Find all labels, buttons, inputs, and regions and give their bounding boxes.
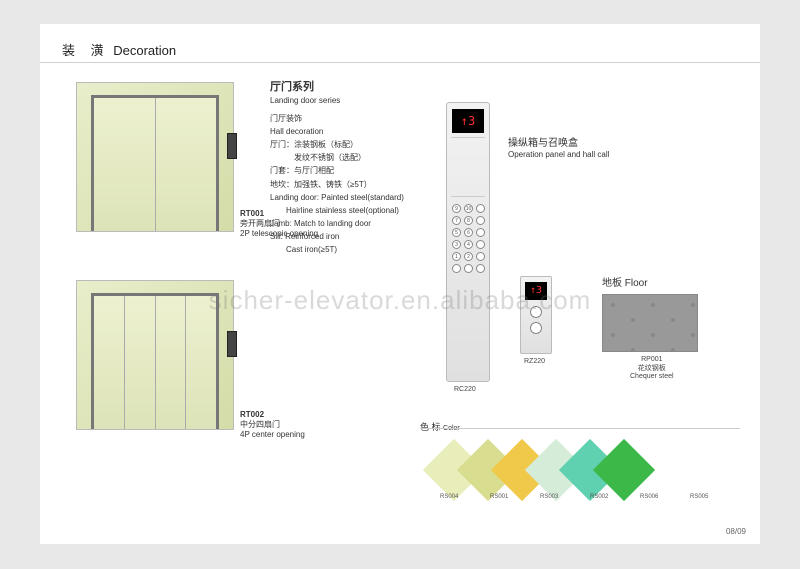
door2-code: RT002 中分四扇门 4P center opening — [240, 410, 305, 439]
swatch-code: RS001 — [490, 494, 508, 500]
floor-swatch — [602, 294, 698, 352]
title-cn: 装 潢 — [62, 43, 110, 58]
color-swatch — [593, 439, 655, 501]
swatch-code: RS003 — [540, 494, 558, 500]
floor-button[interactable] — [476, 252, 485, 261]
floor-button[interactable] — [476, 228, 485, 237]
page-title: 装 潢 Decoration — [62, 40, 176, 59]
cop-code: RC220 — [454, 386, 476, 393]
floor-button[interactable]: 5 — [452, 228, 461, 237]
door-image-2 — [76, 280, 234, 430]
hop-panel: ↑3 — [520, 276, 552, 354]
floor-button[interactable] — [476, 216, 485, 225]
cop-buttons: 91078563412 — [447, 201, 489, 279]
swatch-code: RS006 — [640, 494, 658, 500]
swatch-code: RS005 — [690, 494, 708, 500]
floor-button[interactable]: 10 — [464, 204, 473, 213]
floor-label: RP001 花纹钢板 Chequer steel — [630, 356, 674, 380]
up-button[interactable] — [530, 306, 542, 318]
down-button[interactable] — [530, 322, 542, 334]
floor-button[interactable] — [476, 264, 485, 273]
cop-display: ↑3 — [452, 109, 484, 133]
floor-button[interactable]: 6 — [464, 228, 473, 237]
floor-button[interactable]: 8 — [464, 216, 473, 225]
title-en: Decoration — [113, 43, 176, 58]
floor-button[interactable] — [476, 240, 485, 249]
hall-call-icon — [227, 331, 237, 357]
floor-title: 地板 Floor — [602, 274, 648, 289]
hall-call-icon — [227, 133, 237, 159]
page-number: 08/09 — [726, 527, 746, 536]
floor-button[interactable] — [452, 264, 461, 273]
floor-button[interactable]: 9 — [452, 204, 461, 213]
door-panels — [91, 293, 219, 429]
floor-button[interactable]: 3 — [452, 240, 461, 249]
hop-display: ↑3 — [525, 282, 547, 300]
door-panels — [91, 95, 219, 231]
op-title: 操纵箱与召唤盒 Operation panel and hall call — [508, 134, 609, 160]
swatch-code: RS002 — [590, 494, 608, 500]
floor-button[interactable]: 1 — [452, 252, 461, 261]
floor-button[interactable] — [464, 264, 473, 273]
color-title: 色 标 Color — [420, 420, 460, 433]
floor-button[interactable]: 2 — [464, 252, 473, 261]
swatch-code: RS004 — [440, 494, 458, 500]
door-image-1 — [76, 82, 234, 232]
cop-panel: ↑3 91078563412 — [446, 102, 490, 382]
catalog-page: 装 潢 Decoration RT001 旁开两扇门 2P telescopic… — [40, 24, 760, 544]
floor-button[interactable]: 7 — [452, 216, 461, 225]
floor-button[interactable]: 4 — [464, 240, 473, 249]
hop-code: RZ220 — [524, 358, 545, 365]
color-swatches — [438, 448, 640, 492]
divider — [40, 62, 760, 63]
floor-button[interactable] — [476, 204, 485, 213]
spec-text: 厅门系列 Landing door series 门厅装饰 Hall decor… — [270, 80, 440, 256]
